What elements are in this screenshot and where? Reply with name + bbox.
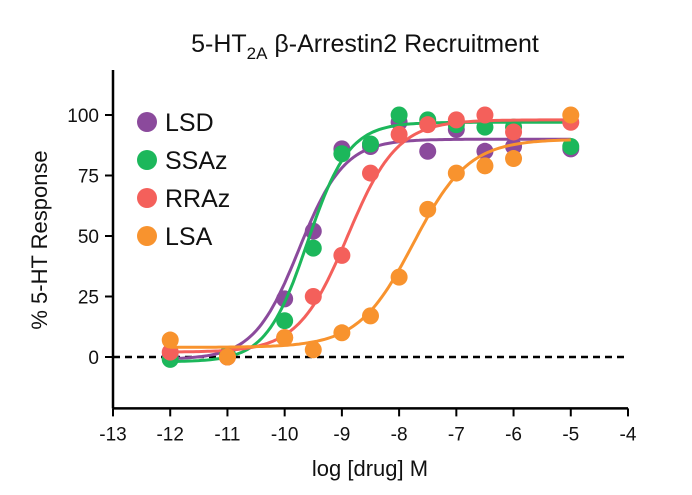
legend-marker-lsa <box>137 226 157 246</box>
legend-label-lsd: LSD <box>165 109 214 137</box>
x-tick-label: -12 <box>156 424 183 445</box>
legend-label-ssaz: SSAz <box>165 147 228 175</box>
data-point-lsa <box>362 307 379 325</box>
x-tick-label: -10 <box>271 424 298 445</box>
data-point-rraz <box>362 164 379 182</box>
fit-curve-rraz <box>170 118 571 354</box>
x-tick-label: -7 <box>448 424 465 445</box>
data-point-ssaz <box>562 137 580 155</box>
data-point-lsa <box>218 348 236 366</box>
data-point-rraz <box>447 111 465 129</box>
data-point-lsa <box>161 331 179 349</box>
data-point-ssaz <box>390 106 408 124</box>
data-point-ssaz <box>362 135 379 153</box>
x-tick-label: -8 <box>391 424 408 445</box>
chart-title: 5-HT2A β-Arrestin2 Recruitment <box>191 30 539 63</box>
data-point-lsd <box>419 142 437 160</box>
x-tick-label: -9 <box>333 424 350 445</box>
data-point-ssaz <box>304 239 322 257</box>
x-tick-label: -6 <box>505 424 522 445</box>
data-point-rraz <box>304 288 322 305</box>
data-point-ssaz <box>333 145 351 163</box>
x-tick-label: -4 <box>620 424 637 445</box>
x-axis-label: log [drug] M <box>312 456 428 481</box>
legend-label-lsa: LSA <box>165 223 213 251</box>
data-point-lsd <box>505 137 523 155</box>
data-point-lsa <box>505 150 523 168</box>
data-point-rraz <box>419 116 437 134</box>
x-tick-label: -5 <box>562 424 579 445</box>
data-point-ssaz <box>476 118 494 136</box>
y-tick-label: 0 <box>88 348 99 369</box>
legend-marker-lsd <box>137 112 157 132</box>
y-tick-label: 25 <box>78 288 99 309</box>
data-point-lsa <box>419 200 437 218</box>
data-point-rraz <box>333 246 351 264</box>
fit-curve-ssaz <box>170 120 571 363</box>
legend-marker-ssaz <box>137 150 157 170</box>
data-point-lsa <box>447 164 465 182</box>
legend-label-rraz: RRAz <box>165 185 230 213</box>
y-tick-label: 100 <box>67 106 99 127</box>
legend-marker-rraz <box>137 188 157 208</box>
data-point-lsa <box>476 157 494 175</box>
y-axis-label: % 5-HT Response <box>27 150 52 329</box>
data-point-rraz <box>390 125 408 143</box>
y-tick-label: 75 <box>78 167 99 188</box>
y-tick-label: 50 <box>78 227 99 248</box>
data-point-lsa <box>304 341 322 359</box>
data-point-lsa <box>333 324 351 342</box>
data-point-lsa <box>276 329 294 347</box>
x-tick-label: -13 <box>99 424 126 445</box>
data-point-rraz <box>505 123 523 141</box>
data-point-rraz <box>476 106 494 124</box>
x-tick-label: -11 <box>214 424 240 445</box>
data-point-ssaz <box>276 312 294 330</box>
data-point-lsa <box>562 106 580 124</box>
data-point-lsa <box>390 268 408 286</box>
